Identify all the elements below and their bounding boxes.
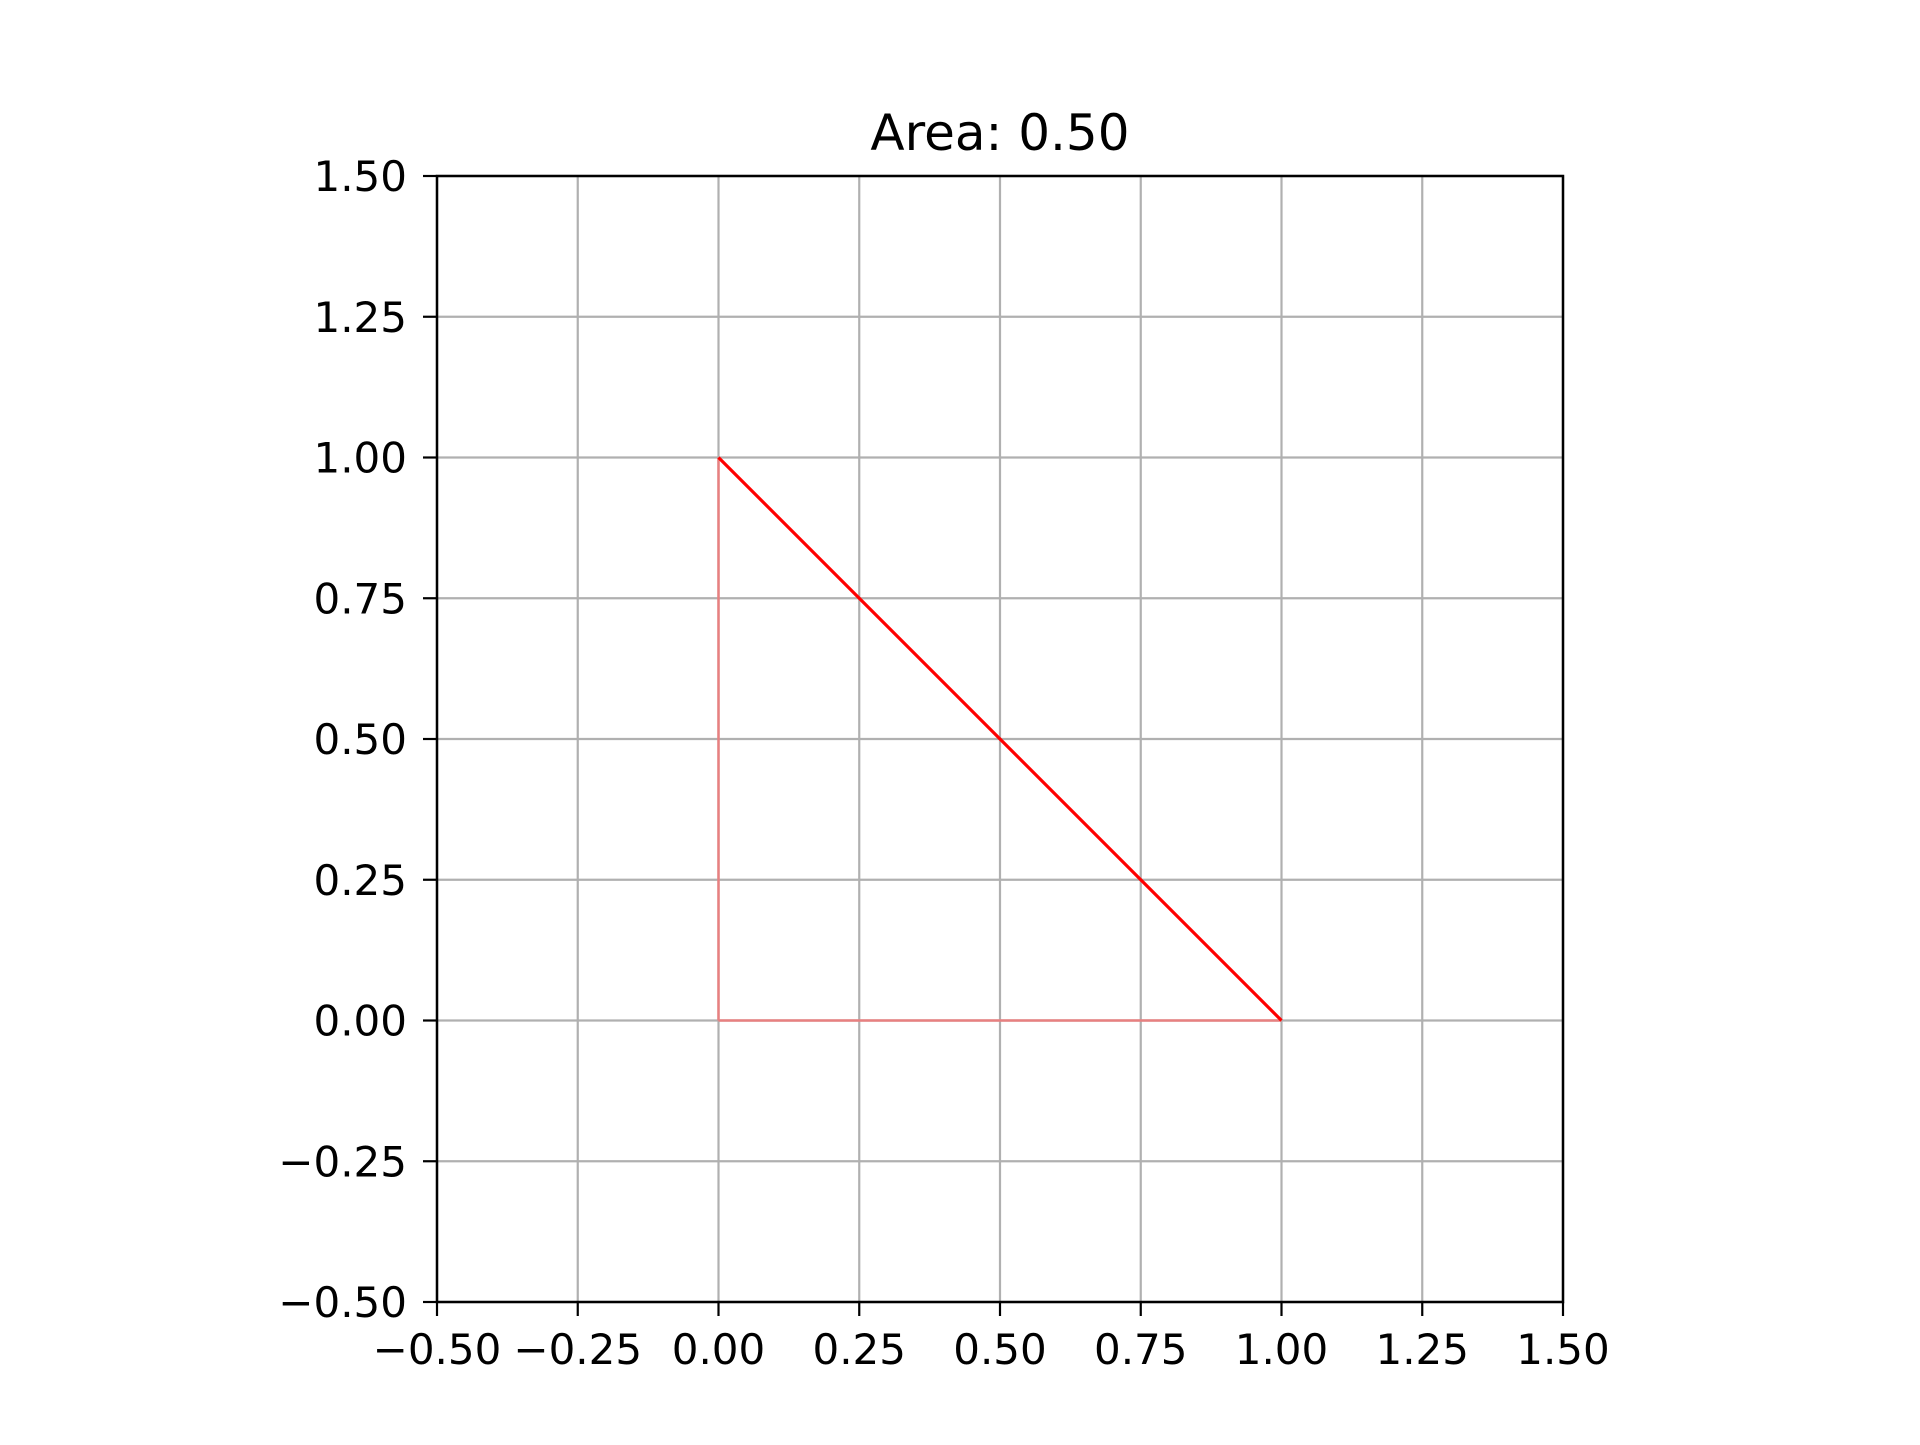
x-tick-label: 0.50 — [953, 1325, 1047, 1374]
tick-layer: −0.50 −0.25 0.00 0.25 0.50 0.75 1.00 1.25 1.50−0… — [278, 152, 1609, 1374]
series-layer — [717, 456, 1283, 1022]
x-tick-label: 0.00 — [672, 1325, 766, 1374]
y-tick-label: 0.00 — [313, 997, 407, 1046]
x-tick-label: 1.00 — [1235, 1325, 1329, 1374]
y-tick-label: 0.50 — [313, 715, 407, 764]
triangle-hypotenuse — [717, 456, 1283, 1022]
y-tick-label: 1.00 — [313, 434, 407, 483]
y-tick-label: 0.25 — [313, 856, 407, 905]
y-tick-label: −0.25 — [278, 1137, 407, 1186]
x-tick-label: 0.75 — [1094, 1325, 1188, 1374]
x-tick-label: −0.50 — [373, 1325, 502, 1374]
x-tick-label: −0.25 — [513, 1325, 642, 1374]
y-tick-label: 0.75 — [313, 574, 407, 623]
x-tick-label: 1.25 — [1375, 1325, 1469, 1374]
x-tick-label: 0.25 — [812, 1325, 906, 1374]
y-tick-label: −0.50 — [278, 1278, 407, 1327]
chart-title: Area: 0.50 — [870, 104, 1129, 162]
x-tick-label: 1.50 — [1516, 1325, 1610, 1374]
y-tick-label: 1.25 — [313, 293, 407, 342]
y-tick-label: 1.50 — [313, 152, 407, 201]
